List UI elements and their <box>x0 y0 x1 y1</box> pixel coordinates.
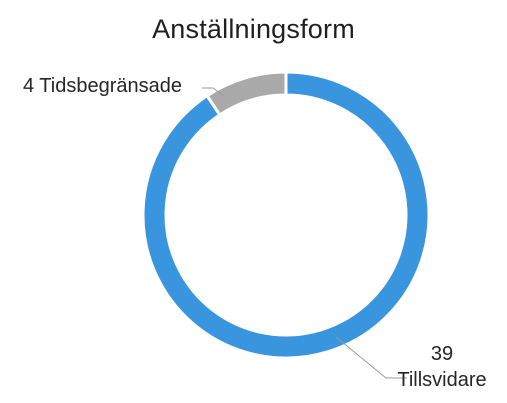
slice-tidsbegränsade <box>205 70 288 117</box>
leader-line-tidsbegränsade <box>202 87 225 97</box>
chart-slices <box>141 70 431 360</box>
chart-data-labels: 39 Tillsvidare 4 Tidsbegränsade <box>23 75 487 391</box>
data-label-tillsvidare-1: Tillsvidare <box>397 369 486 391</box>
slice-tillsvidare <box>141 70 431 360</box>
data-label-tillsvidare-0: 39 <box>431 343 453 365</box>
data-label-tidsbegränsade-0: 4 Tidsbegränsade <box>23 75 182 97</box>
chart-leader-lines <box>202 87 407 379</box>
leader-line-tillsvidare <box>335 336 407 379</box>
chart-title: Anställningsform <box>152 14 355 44</box>
